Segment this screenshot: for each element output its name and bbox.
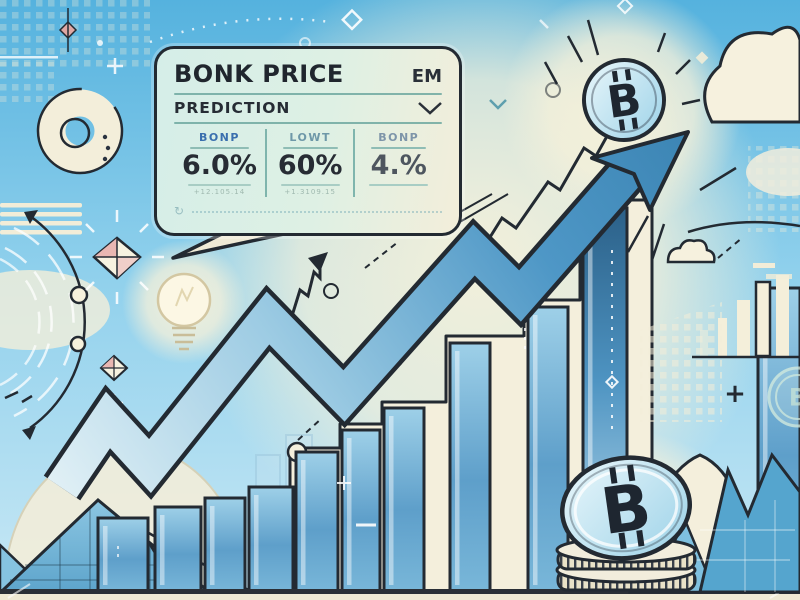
radar-arcs [0,226,75,418]
stat-sub [363,188,434,197]
donut-chart [36,87,124,175]
price-bar [448,341,492,595]
mini-bar [776,275,789,356]
price-bar [340,428,382,595]
stat-sub: +1.3109.15 [284,187,336,196]
floor [0,594,800,600]
stat-col-2: LOWT 60% +1.3109.15 [264,129,354,197]
card-subtitle: PREDICTION [174,99,291,117]
lightbulb-icon [156,272,212,351]
card-footer: ↻ [174,204,442,218]
divider [174,122,442,124]
faded-coin: B [767,366,800,428]
prediction-card: BONK PRICE EM PREDICTION BONP 6.0% +12.1… [154,46,462,236]
price-bar [153,505,203,595]
cloud-large [703,25,800,124]
bitcoin-symbol: B [597,470,656,550]
stat-value: 60% [277,150,343,181]
small-chevron-icon [489,99,507,110]
mini-bar [754,280,772,358]
mini-chart-group [700,275,789,358]
bitcoin-symbol-top: B [604,74,644,129]
orbit-path [4,210,89,440]
growth-arrow [43,130,690,501]
chevron-down-icon [418,101,442,115]
stat-value: 6.0% [182,150,257,181]
price-bar [96,516,150,595]
stat-columns: BONP 6.0% +12.105.14 LOWT 60% +1.3109.15… [174,129,442,197]
price-bar [247,485,295,595]
plus-mark: + [724,379,746,409]
card-badge: EM [411,66,442,87]
stat-label: BONP [378,131,420,144]
svg-text:B: B [789,384,800,412]
price-bar [382,406,426,595]
stat-value: 4.% [370,150,427,181]
mini-bar [718,318,727,356]
stat-label: BONP [198,131,240,144]
divider [174,93,442,95]
stat-col-3: BONP 4.% [353,129,442,197]
cloud-small [666,239,716,264]
refresh-icon: ↻ [174,203,185,218]
bitcoin-coin-top: B [582,58,666,142]
gem-large [70,210,164,304]
stat-col-1: BONP 6.0% +12.105.14 [174,129,265,197]
pixel-stairs [640,302,722,422]
stripe-lines [0,203,82,235]
stat-label: LOWT [289,131,331,144]
footer-dotted-line [192,209,442,213]
stat-sub: +12.105.14 [193,187,246,196]
baseline [0,589,800,594]
card-title: BONK PRICE [174,60,344,88]
bitcoin-coin-face: B [559,455,693,561]
mini-bar [737,300,750,356]
clouds [666,25,800,264]
bar-sparkles [117,250,620,560]
sun-rays [543,19,737,261]
arrowhead [590,130,690,212]
